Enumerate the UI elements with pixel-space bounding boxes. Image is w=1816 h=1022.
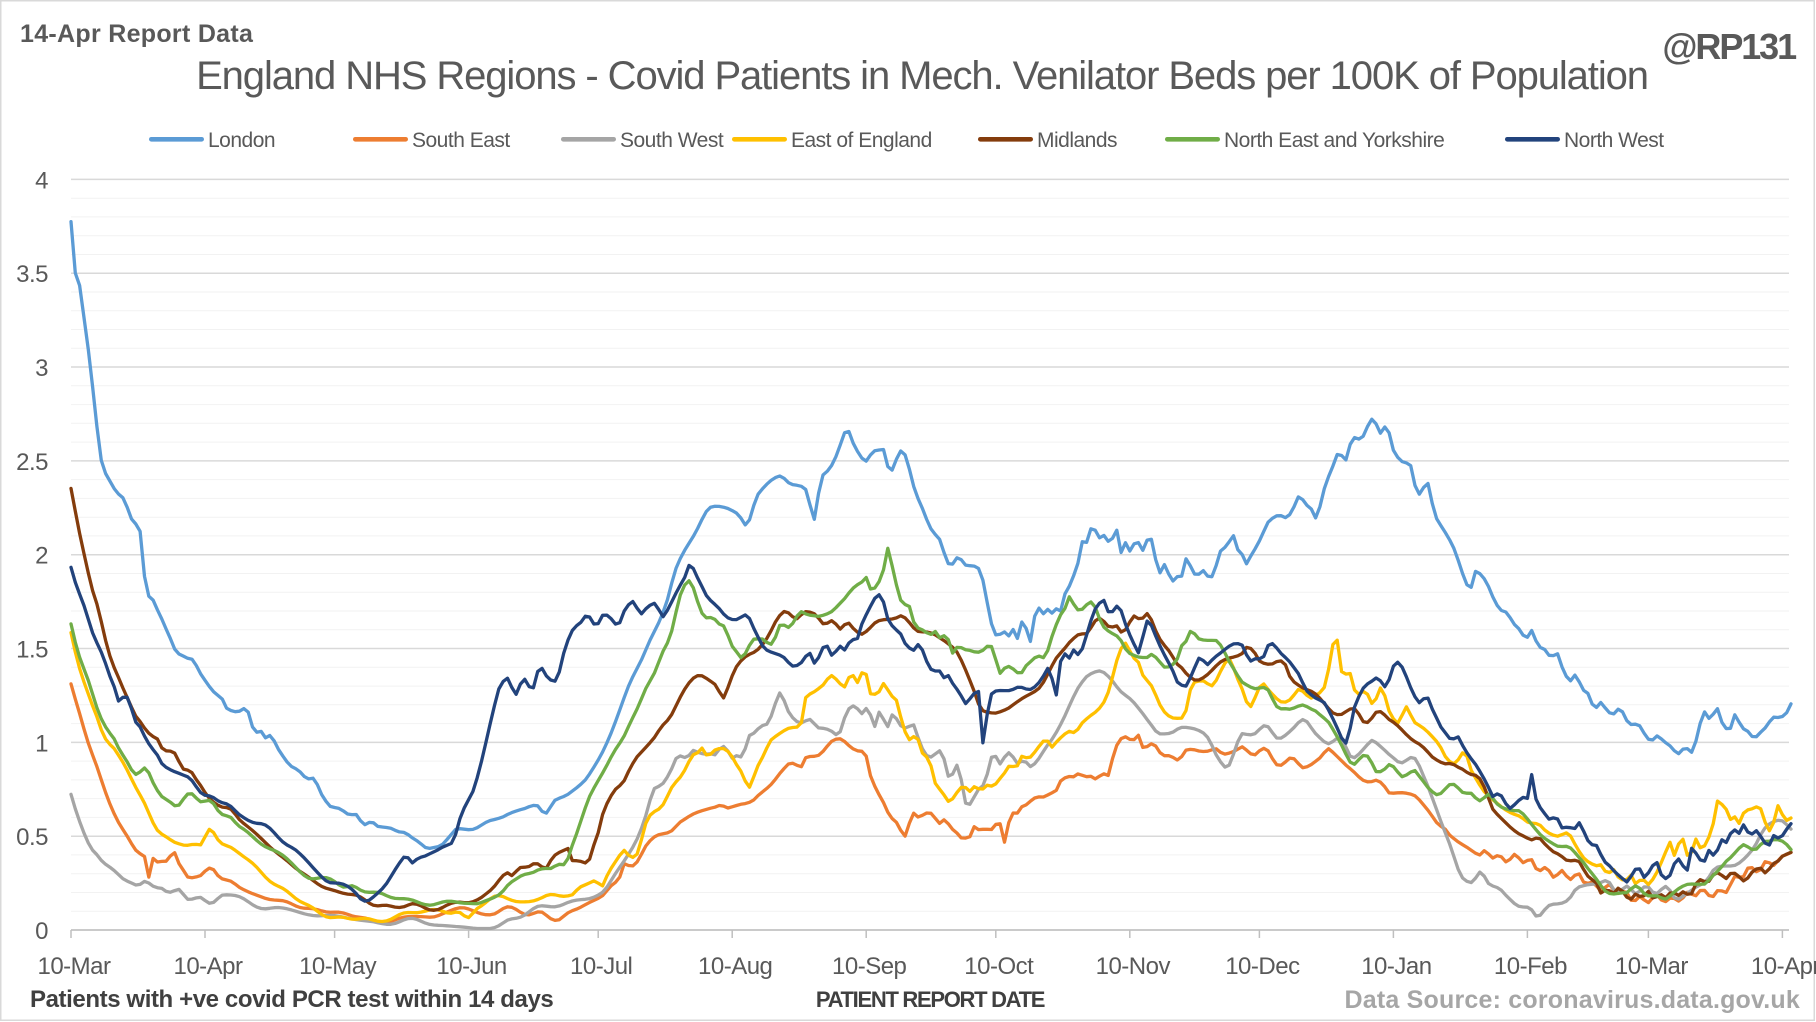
svg-text:10-May: 10-May (299, 953, 377, 980)
svg-text:10-Sep: 10-Sep (832, 953, 907, 980)
svg-text:North West: North West (1564, 129, 1664, 152)
svg-text:South West: South West (620, 129, 724, 152)
svg-text:10-Aug: 10-Aug (698, 953, 772, 980)
svg-text:2.5: 2.5 (16, 449, 48, 476)
svg-text:0: 0 (35, 918, 48, 945)
svg-text:2: 2 (35, 543, 48, 570)
svg-text:PATIENT REPORT DATE: PATIENT REPORT DATE (816, 987, 1045, 1012)
svg-text:10-Jun: 10-Jun (436, 953, 506, 980)
svg-text:South East: South East (412, 129, 510, 152)
svg-text:Patients with +ve covid PCR te: Patients with +ve covid PCR test within … (30, 986, 553, 1013)
svg-text:3.5: 3.5 (16, 261, 48, 288)
svg-text:10-Jan: 10-Jan (1361, 953, 1431, 980)
svg-text:1.5: 1.5 (16, 637, 48, 664)
svg-text:10-Feb: 10-Feb (1494, 953, 1567, 980)
svg-text:1: 1 (35, 730, 48, 757)
svg-text:England NHS Regions - Covid Pa: England NHS Regions - Covid Patients in … (196, 54, 1648, 98)
svg-text:10-Apr: 10-Apr (1751, 953, 1816, 980)
svg-text:North East and Yorkshire: North East and Yorkshire (1224, 129, 1444, 152)
svg-text:10-Apr: 10-Apr (173, 953, 243, 980)
svg-text:@RP131: @RP131 (1662, 26, 1797, 67)
svg-text:London: London (208, 129, 275, 152)
svg-text:4: 4 (35, 167, 48, 194)
svg-text:10-Dec: 10-Dec (1225, 953, 1300, 980)
svg-text:Data Source: coronavirus.data.: Data Source: coronavirus.data.gov.uk (1345, 986, 1800, 1014)
svg-text:10-Mar: 10-Mar (1615, 953, 1689, 980)
svg-text:10-Jul: 10-Jul (570, 953, 632, 980)
svg-text:0.5: 0.5 (16, 824, 48, 851)
svg-text:10-Mar: 10-Mar (37, 953, 111, 980)
svg-text:10-Nov: 10-Nov (1096, 953, 1171, 980)
svg-text:East of England: East of England (791, 129, 932, 152)
svg-text:14-Apr Report Data: 14-Apr Report Data (20, 20, 254, 48)
svg-text:10-Oct: 10-Oct (964, 953, 1034, 980)
svg-text:Midlands: Midlands (1037, 129, 1117, 152)
svg-text:3: 3 (35, 355, 48, 382)
